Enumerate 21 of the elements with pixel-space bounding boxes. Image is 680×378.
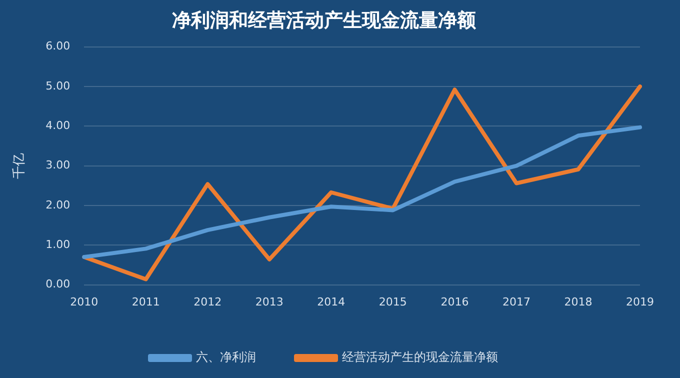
x-tick-label: 2018 — [564, 295, 592, 308]
x-tick-label: 2016 — [440, 295, 469, 308]
x-tick-label: 2010 — [70, 295, 98, 308]
y-tick-label: 0.00 — [46, 278, 70, 291]
y-tick-label: 4.00 — [46, 118, 70, 132]
x-tick-label: 2015 — [378, 295, 407, 308]
chart-title: 净利润和经营活动产生现金流量净额 — [172, 9, 477, 32]
x-tick-label: 2012 — [194, 295, 222, 308]
x-tick-label: 2019 — [626, 295, 654, 308]
y-tick-label: 3.00 — [46, 158, 70, 172]
y-tick-label: 6.00 — [46, 40, 70, 53]
y-tick-label: 1.00 — [46, 238, 70, 251]
x-tick-label: 2011 — [132, 295, 160, 308]
x-tick-label: 2013 — [255, 295, 284, 308]
x-tick-label: 2014 — [317, 295, 346, 308]
y-tick-label: 2.00 — [46, 198, 70, 212]
x-tick-label: 2017 — [502, 295, 530, 308]
legend-label: 六、净利润 — [196, 350, 256, 364]
y-tick-label: 5.00 — [46, 79, 70, 92]
y-axis-title: 千亿 — [12, 152, 28, 179]
legend-label: 经营活动产生的现金流量净额 — [342, 350, 498, 364]
